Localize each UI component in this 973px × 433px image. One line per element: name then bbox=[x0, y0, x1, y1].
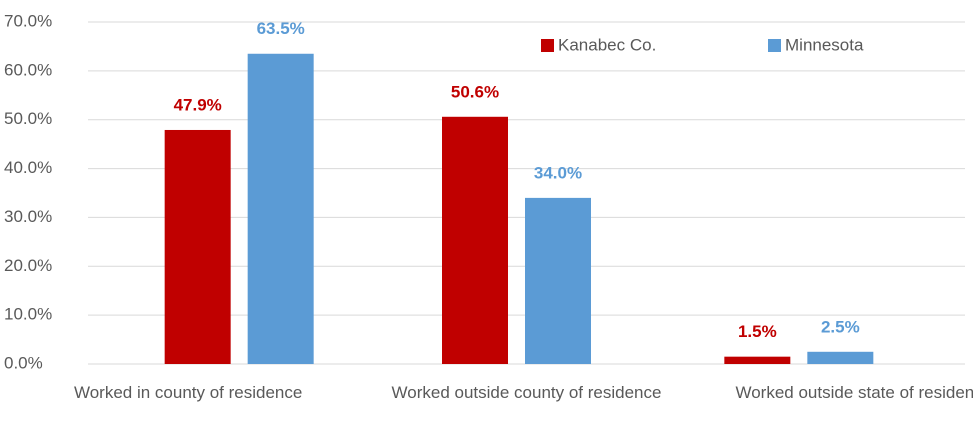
x-tick-label: Worked in county of residence bbox=[73, 383, 303, 402]
y-tick-label: 10.0% bbox=[4, 305, 52, 324]
x-tick-label: Worked outside county of residence bbox=[391, 383, 662, 402]
legend-swatch bbox=[768, 39, 781, 52]
legend-label: Kanabec Co. bbox=[558, 35, 656, 54]
bar bbox=[724, 356, 791, 364]
y-tick-label: 20.0% bbox=[4, 256, 52, 275]
data-label: 63.5% bbox=[257, 19, 305, 38]
bar bbox=[807, 351, 874, 364]
data-label: 47.9% bbox=[174, 95, 222, 114]
y-tick-label: 0.0% bbox=[4, 353, 43, 372]
y-tick-label: 60.0% bbox=[4, 60, 52, 79]
data-label: 50.6% bbox=[451, 82, 499, 101]
data-label: 1.5% bbox=[738, 322, 777, 341]
data-label: 34.0% bbox=[534, 163, 582, 182]
y-tick-label: 40.0% bbox=[4, 158, 52, 177]
x-tick-label: Worked outside state of residence bbox=[735, 383, 973, 402]
y-tick-label: 50.0% bbox=[4, 109, 52, 128]
bar bbox=[442, 116, 508, 364]
legend-label: Minnesota bbox=[785, 35, 864, 54]
y-tick-label: 30.0% bbox=[4, 207, 52, 226]
bar bbox=[164, 129, 231, 364]
legend-swatch bbox=[541, 39, 554, 52]
bar bbox=[247, 53, 314, 364]
y-tick-label: 70.0% bbox=[4, 11, 52, 30]
bar bbox=[525, 197, 591, 364]
data-label: 2.5% bbox=[821, 317, 860, 336]
